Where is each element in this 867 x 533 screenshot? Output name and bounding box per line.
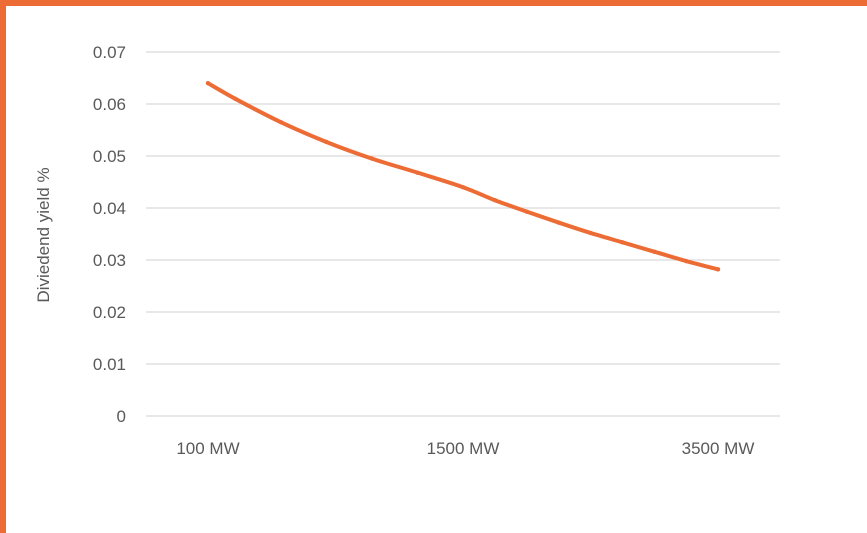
frame-border-left: [0, 0, 6, 533]
y-tick-label: 0.03: [93, 251, 126, 270]
x-tick-label: 3500 MW: [682, 439, 755, 458]
data-point: [324, 139, 329, 145]
data-point: [233, 96, 238, 102]
frame-border-top: [0, 0, 867, 6]
y-axis-ticks: 0 0.01 0.02 0.03 0.04 0.05 0.06 0.07: [93, 43, 126, 426]
y-tick-label: 0.04: [93, 199, 126, 218]
data-point: [492, 198, 498, 203]
data-point: [588, 230, 593, 236]
data-point: [415, 170, 420, 175]
data-point: [278, 120, 284, 125]
y-axis-label: Diviedend yield %: [34, 167, 53, 302]
y-tick-label: 0.02: [93, 303, 126, 322]
data-point: [620, 240, 625, 245]
gridlines: [146, 51, 780, 417]
x-axis-ticks: 100 MW 1500 MW 3500 MW: [176, 439, 754, 458]
data-point: [369, 156, 375, 161]
y-tick-label: 0: [117, 407, 126, 426]
x-tick-label: 100 MW: [176, 439, 239, 458]
y-tick-label: 0.06: [93, 95, 126, 114]
data-point: [460, 185, 466, 190]
series-line: [206, 81, 720, 272]
data-point: [524, 209, 529, 214]
data-point: [205, 81, 211, 86]
data-point: [683, 258, 689, 264]
data-point: [715, 267, 721, 272]
y-tick-label: 0.07: [93, 43, 126, 62]
data-point: [556, 220, 561, 225]
y-tick-label: 0.01: [93, 355, 126, 374]
series-group: [205, 81, 721, 272]
data-point: [652, 249, 657, 254]
x-tick-label: 1500 MW: [427, 439, 500, 458]
y-tick-label: 0.05: [93, 147, 126, 166]
